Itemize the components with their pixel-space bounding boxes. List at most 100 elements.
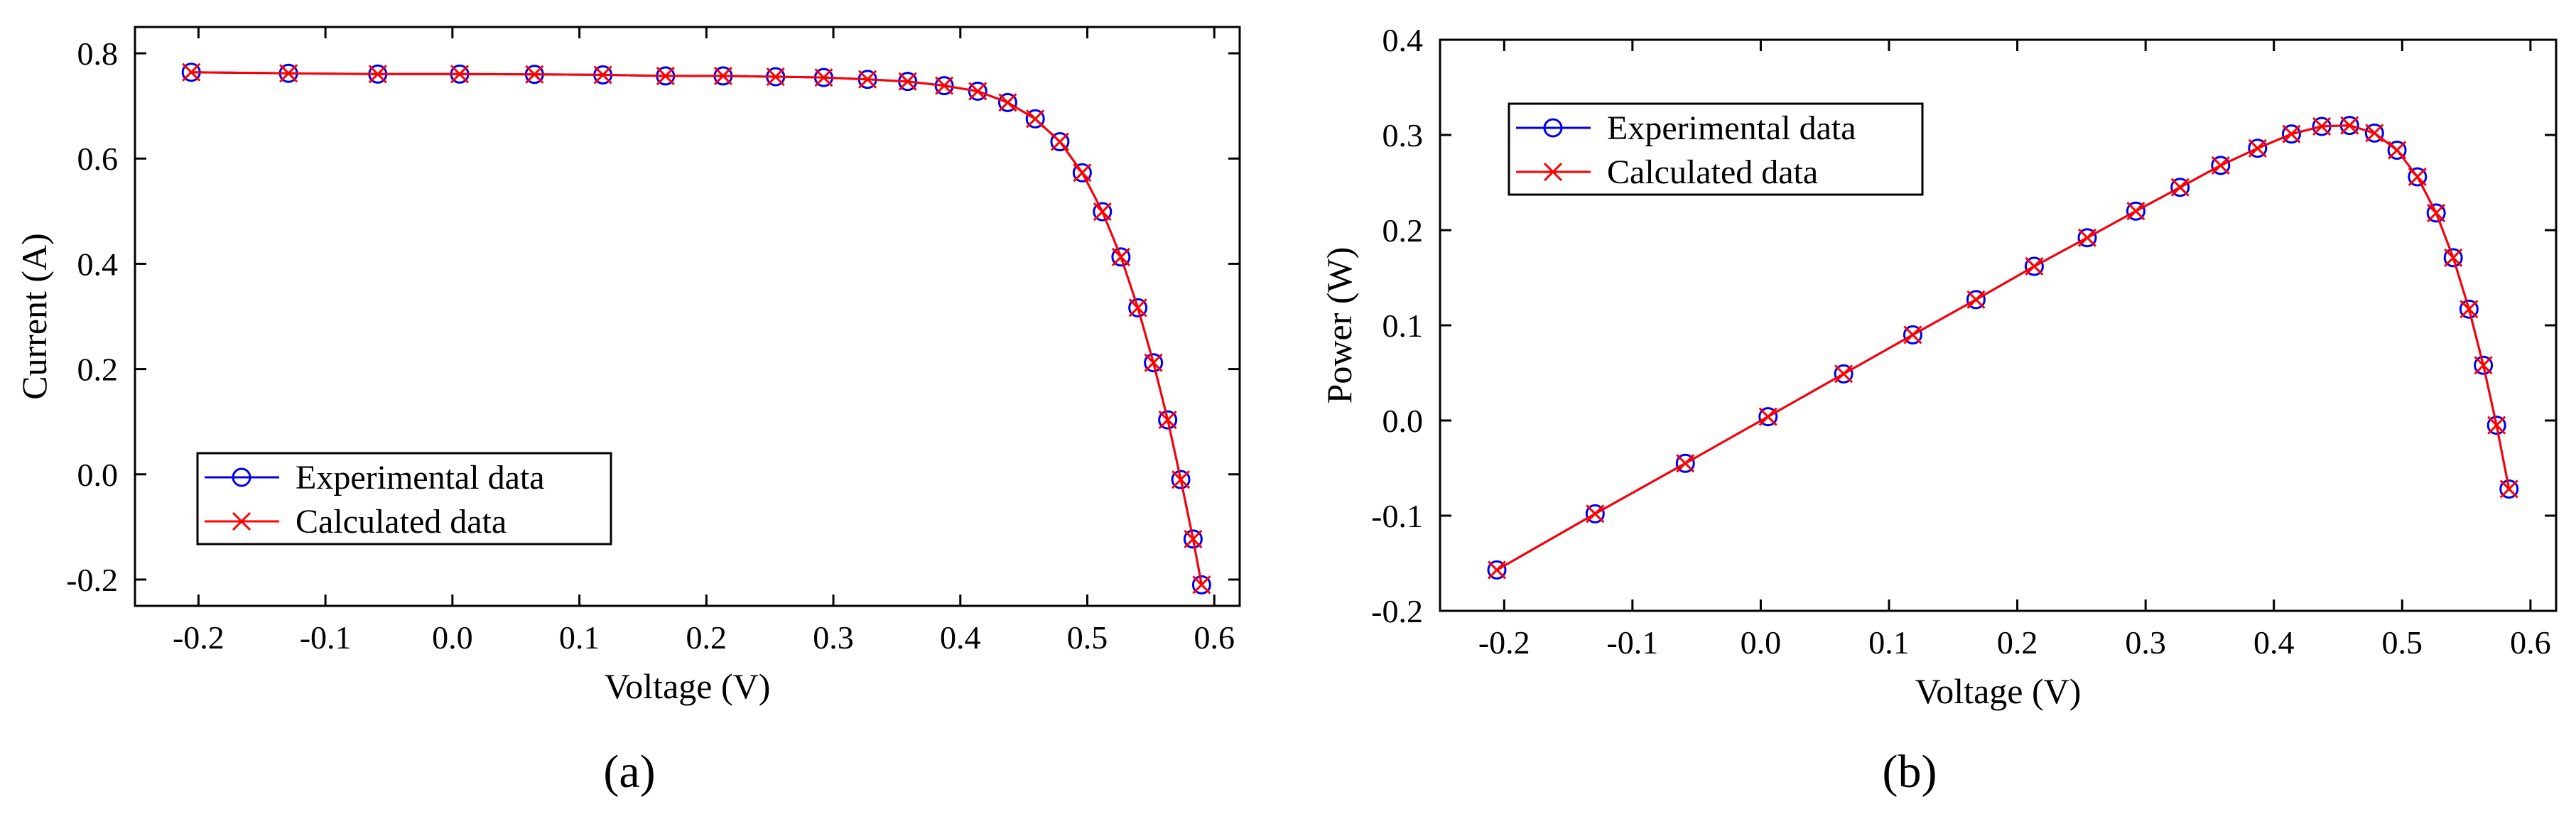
experimental-data-point (1487, 560, 1507, 580)
calculated-data-point (2077, 228, 2097, 247)
calculated-data-point (2170, 178, 2190, 197)
experimental-data-point (1050, 132, 1070, 152)
experimental-data-point (1758, 407, 1778, 427)
experimental-data-point (2459, 299, 2479, 319)
experimental-data-point (1903, 325, 1922, 344)
experimental-data-point (2443, 248, 2463, 268)
calculated-data-point (1487, 560, 1507, 580)
calculated-data-point (2499, 479, 2518, 499)
x-tick-label: 0.4 (940, 619, 981, 656)
experimental-data-point (2474, 355, 2494, 375)
calculated-data-point (898, 72, 917, 91)
calculated-data-point (368, 65, 387, 84)
calculated-data-point (1184, 529, 1203, 548)
calculated-data-point (998, 93, 1017, 112)
experimental-data-point (1966, 290, 1986, 310)
y-axis-label: Power (W) (1319, 247, 1359, 404)
experimental-data-point (1111, 247, 1131, 267)
y-tick-label: -0.2 (1371, 593, 1423, 629)
y-tick-label: 0.3 (1382, 117, 1424, 153)
experimental-data-point (1675, 453, 1695, 473)
y-tick-label: 0.8 (77, 36, 119, 72)
x-tick-label: -0.2 (173, 619, 224, 656)
x-tick-label: -0.2 (1478, 624, 1530, 661)
experimental-data-point (2126, 201, 2145, 221)
experimental-data-point (1191, 575, 1211, 595)
calculated-series-line (191, 71, 1203, 585)
x-tick-label: 0.0 (1741, 624, 1782, 661)
experimental-data-point (1025, 109, 1045, 129)
calculated-data-point (656, 66, 675, 85)
experimental-data-point (2426, 203, 2446, 223)
legend-box (1508, 102, 1924, 196)
x-tick-label: 0.6 (1194, 619, 1235, 656)
y-tick-label: 0.4 (77, 246, 119, 282)
y-tick-label: 0.2 (1382, 212, 1424, 249)
calculated-data-point (1676, 454, 1695, 473)
calculated-data-point (2340, 116, 2359, 135)
x-tick-label: 0.1 (559, 619, 600, 656)
calculated-data-point (2487, 416, 2506, 435)
calculated-data-point (2388, 141, 2407, 160)
y-axis-label: Current (A) (14, 233, 54, 400)
y-tick-label: 0.0 (1382, 403, 1424, 439)
experimental-data-point (997, 92, 1017, 112)
x-tick-label: 0.3 (813, 619, 854, 656)
calculated-data-point (2474, 356, 2493, 375)
calculated-data-point (766, 67, 785, 87)
x-axis-label: Voltage (V) (605, 666, 771, 706)
panel-label-b: (b) (1883, 746, 1937, 798)
legend-label: Experimental data (296, 459, 545, 496)
experimental-data-point (1183, 529, 1203, 549)
experimental-data-point (1144, 353, 1164, 373)
legend-marker-x (232, 511, 251, 531)
x-axis-label: Voltage (V) (1915, 671, 2082, 711)
calculated-data-point (1093, 202, 1112, 222)
x-tick-label: 0.4 (2253, 624, 2295, 661)
legend-label: Calculated data (1607, 153, 1818, 191)
calculated-data-point (858, 70, 877, 89)
legend-marker-x (1543, 162, 1563, 182)
x-tick-label: -0.1 (1606, 624, 1658, 661)
calculated-data-point (2126, 202, 2145, 221)
experimental-data-point (2170, 178, 2190, 197)
experimental-data-point (1171, 470, 1191, 489)
legend-box (196, 452, 612, 546)
experimental-data-point (2364, 123, 2384, 143)
experimental-data-point (2077, 228, 2097, 248)
y-tick-label: 0.2 (77, 352, 119, 388)
x-tick-label: 0.3 (2125, 624, 2166, 661)
calculated-data-point (2444, 248, 2463, 267)
calculated-data-point (2282, 124, 2301, 143)
y-tick-label: -0.1 (1371, 498, 1423, 534)
legend-label: Calculated data (296, 503, 507, 541)
calculated-data-point (1903, 325, 1922, 344)
calculated-data-point (1128, 298, 1147, 318)
chart-panel-a: -0.2 -0.1 0.0 0.1 0.2 0.3 0.4 0.5 0.6 -0.2 0.0 0.2 0… (14, 26, 1241, 706)
experimental-data-point (1158, 410, 1178, 430)
calculated-data-point (2408, 167, 2427, 187)
x-tick-label: 0.2 (686, 619, 727, 656)
plot-frame (134, 26, 1241, 607)
calculated-data-point (593, 65, 612, 85)
experimental-data-point (1128, 298, 1148, 318)
calculated-data-point (1026, 109, 1045, 129)
experimental-data-point (968, 81, 987, 101)
legend-marker-circle (1543, 118, 1563, 138)
experimental-data-point (1093, 202, 1113, 222)
chart-panel-b: -0.2 -0.1 0.0 0.1 0.2 0.3 0.4 0.5 0.6 -0.2 -0.1 0.0… (1319, 22, 2558, 711)
calculated-data-point (1586, 504, 1605, 523)
calculated-data-point (1171, 470, 1191, 489)
calculated-data-point (1158, 411, 1177, 430)
calculated-data-point (450, 65, 470, 84)
calculated-data-point (1834, 364, 1853, 384)
experimental-data-point (2387, 140, 2407, 160)
y-tick-label: 0.4 (1382, 22, 1424, 58)
calculated-data-point (2312, 116, 2332, 136)
calculated-data-point (968, 82, 987, 101)
experimental-data-point (1834, 364, 1853, 384)
calculated-data-point (1192, 575, 1211, 595)
calculated-data-point (1050, 132, 1069, 151)
calculated-data-point (935, 76, 954, 95)
